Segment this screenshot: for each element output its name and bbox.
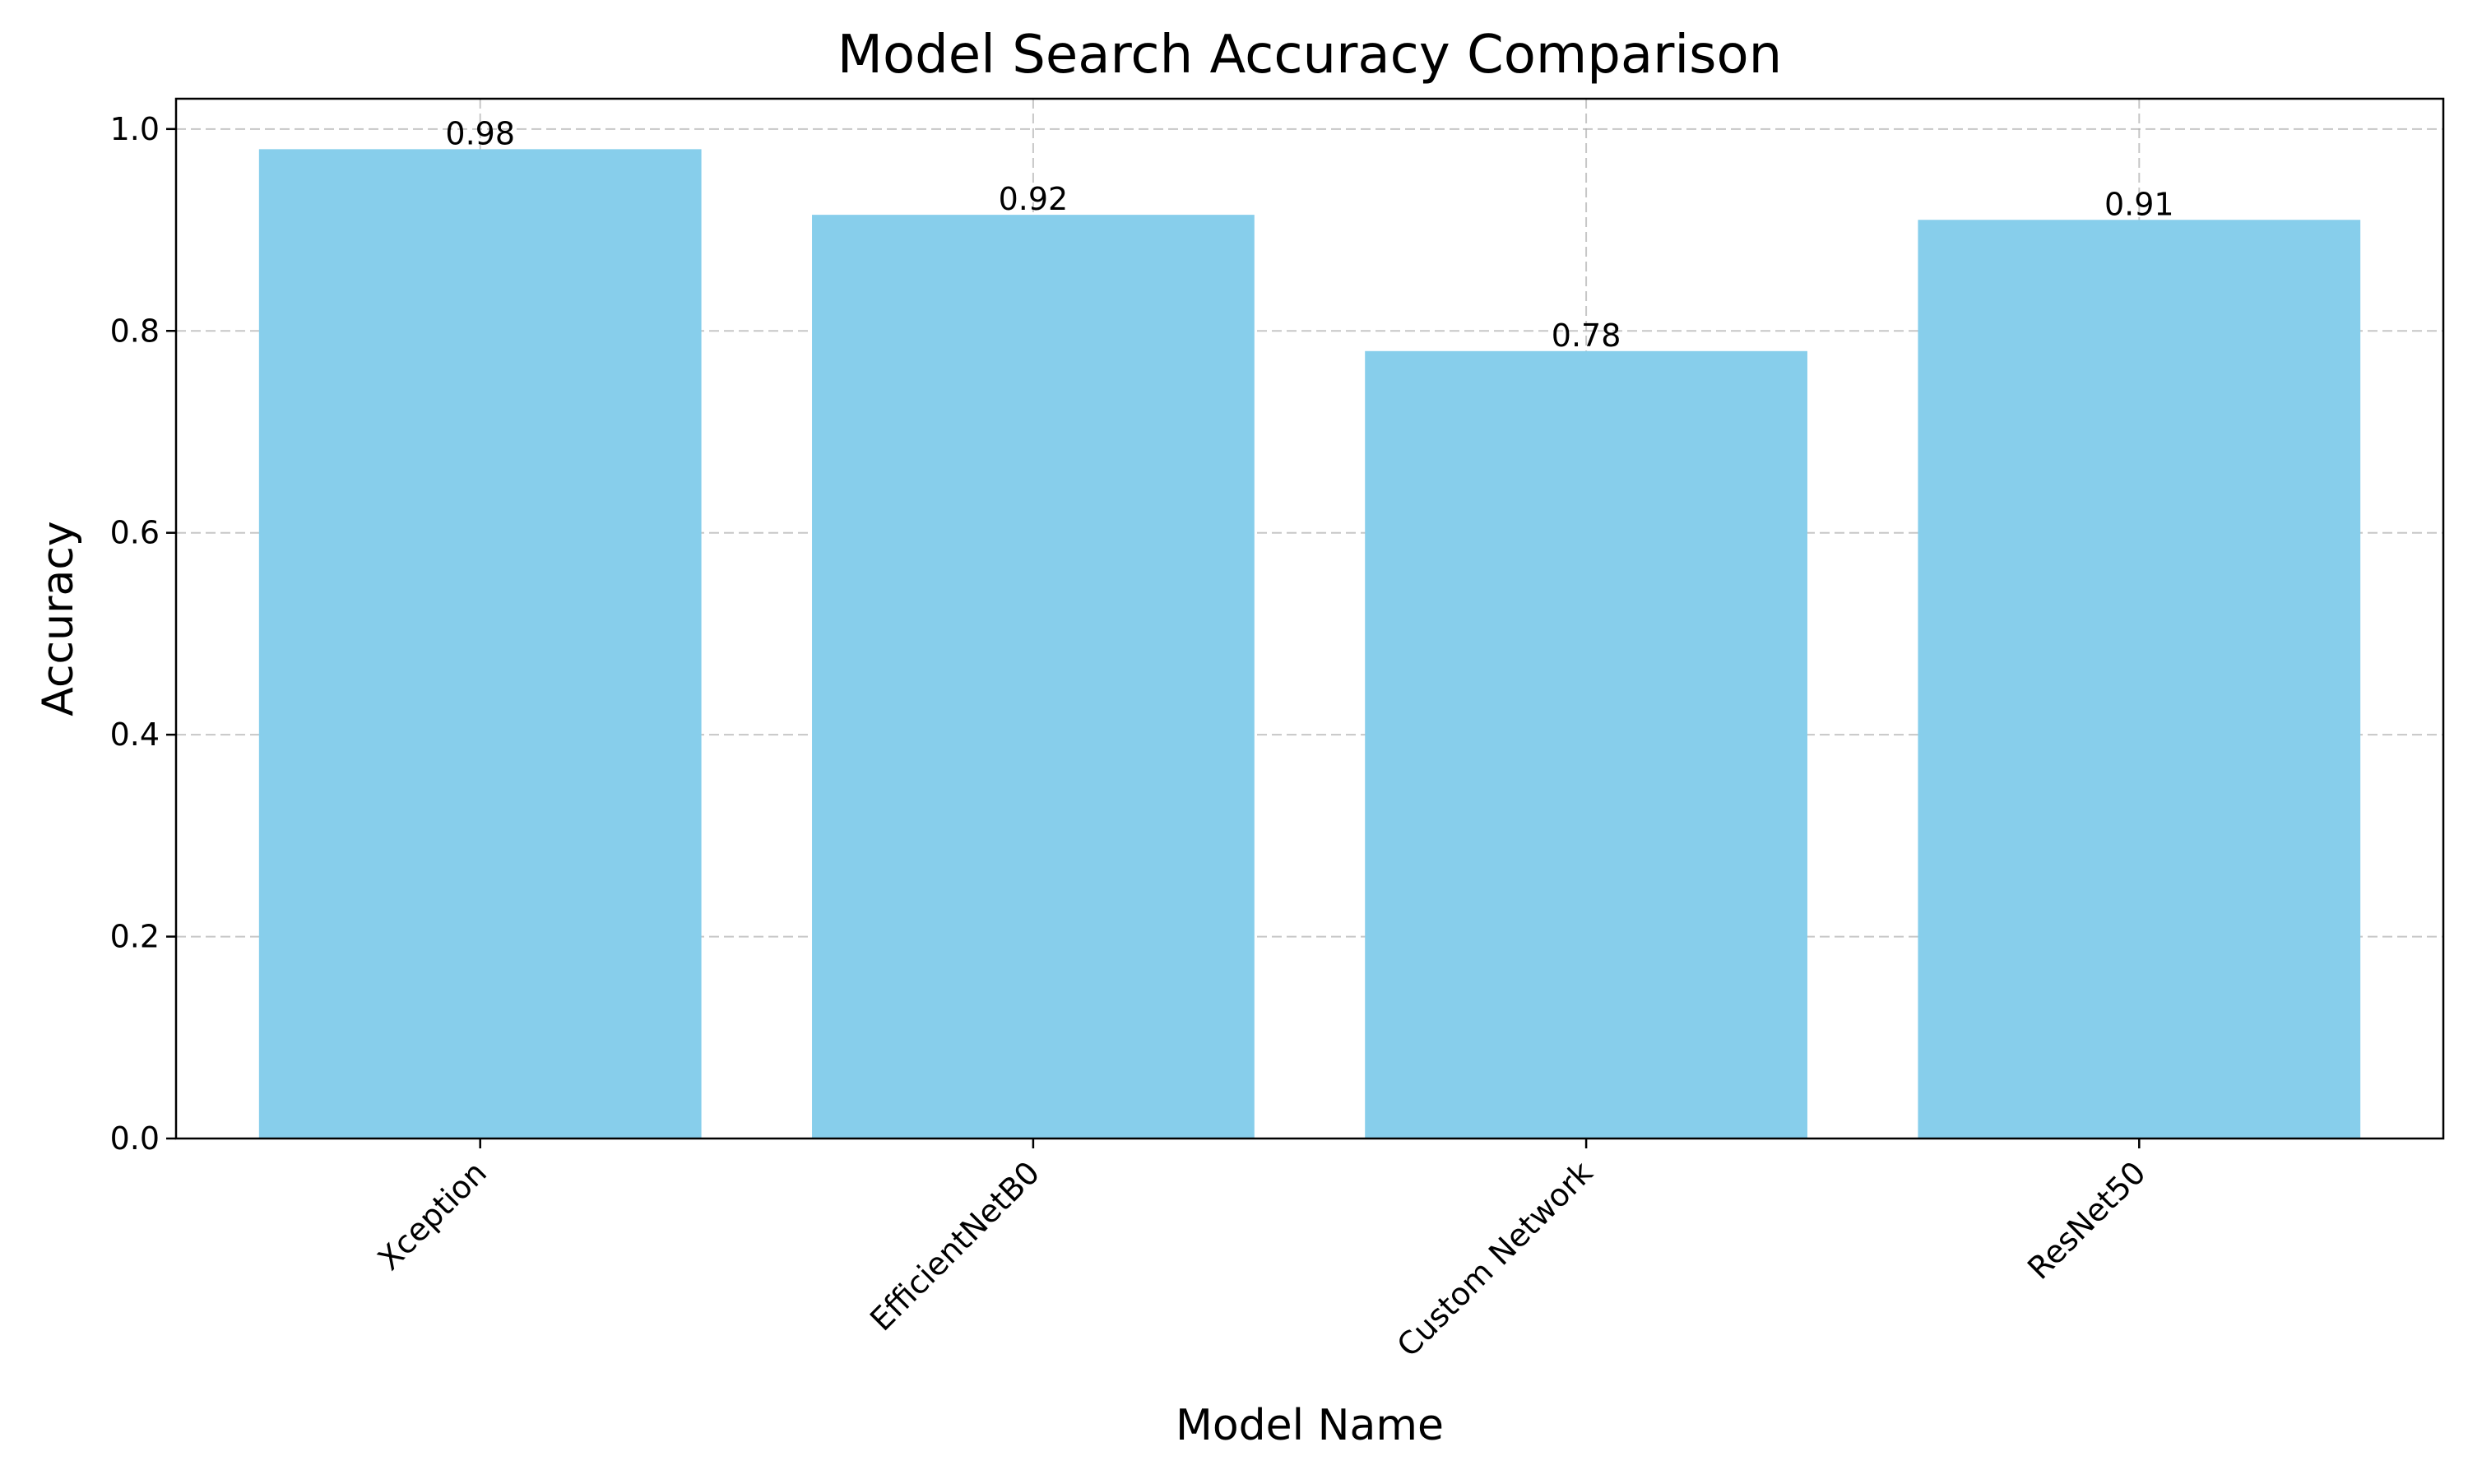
data-label: 0.98: [445, 115, 515, 151]
bar-custom-network: [1365, 350, 1807, 1139]
y-axis-label: Accuracy: [34, 521, 83, 716]
y-tick-label: 0.0: [110, 1120, 160, 1157]
bar-xception: [258, 149, 702, 1139]
y-tick-label: 0.6: [110, 515, 160, 551]
bar-resnet50: [1918, 220, 2361, 1139]
data-label: 0.91: [2104, 186, 2174, 222]
bars: [258, 149, 2361, 1139]
data-labels: 0.98 0.92 0.78 0.91: [445, 115, 2173, 353]
plot-frame: [174, 97, 2445, 1140]
x-axis-label: Model Name: [1176, 1401, 1444, 1450]
y-tick-label: 0.2: [110, 919, 160, 955]
y-tick-label: 0.8: [110, 313, 160, 349]
data-label: 0.92: [999, 181, 1069, 217]
x-tick-label: EfficientNetB0: [863, 1154, 1046, 1338]
y-tick-label: 0.4: [110, 716, 160, 753]
y-tick-label: 1.0: [110, 111, 160, 147]
x-tick-label: ResNet50: [2020, 1154, 2152, 1286]
bar-efficientnetb0: [812, 215, 1255, 1139]
x-tick-label: Xception: [371, 1154, 494, 1277]
x-tick-label: Custom Network: [1390, 1154, 1600, 1364]
chart-title: Model Search Accuracy Comparison: [837, 25, 1782, 86]
data-label: 0.78: [1552, 318, 1621, 354]
